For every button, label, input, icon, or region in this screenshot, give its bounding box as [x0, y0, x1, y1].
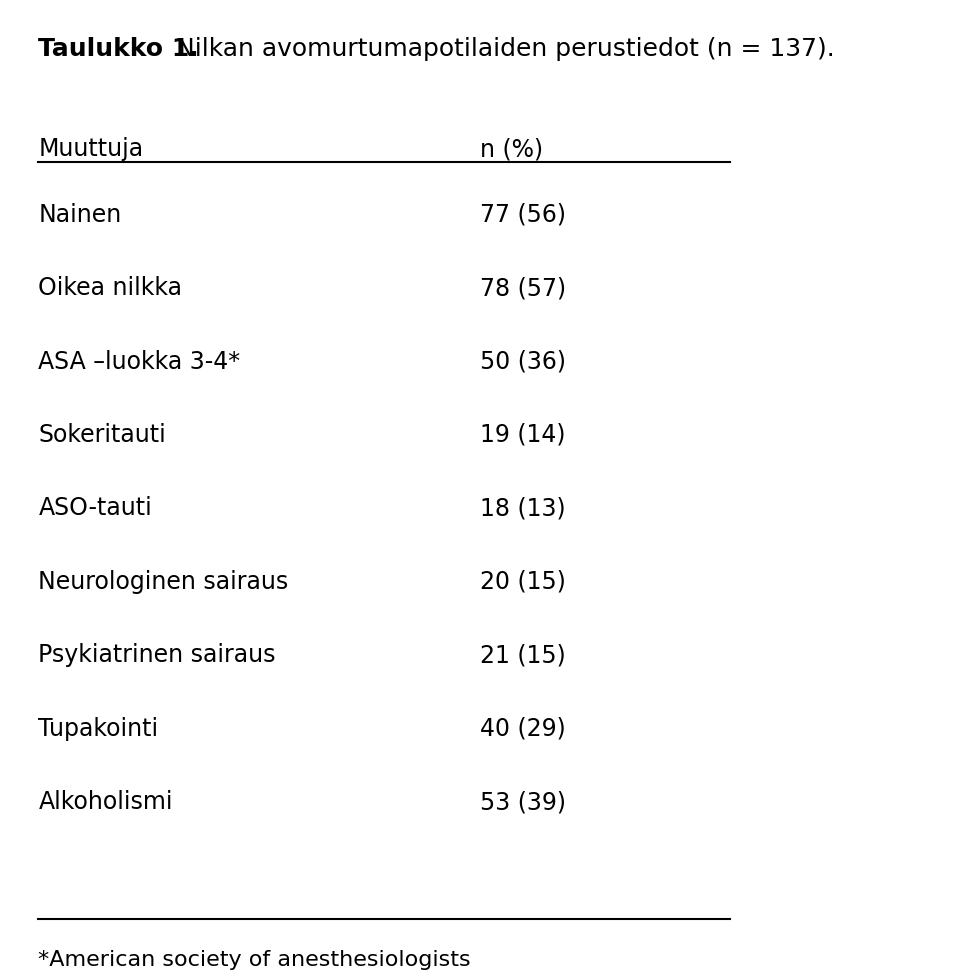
Text: 20 (15): 20 (15) [480, 569, 565, 594]
Text: n (%): n (%) [480, 137, 543, 161]
Text: 40 (29): 40 (29) [480, 716, 565, 740]
Text: ASA –luokka 3-4*: ASA –luokka 3-4* [38, 349, 241, 374]
Text: 77 (56): 77 (56) [480, 202, 566, 227]
Text: Alkoholismi: Alkoholismi [38, 789, 173, 814]
Text: Taulukko 1.: Taulukko 1. [38, 37, 199, 62]
Text: 18 (13): 18 (13) [480, 496, 565, 520]
Text: Psykiatrinen sairaus: Psykiatrinen sairaus [38, 643, 276, 667]
Text: Nainen: Nainen [38, 202, 122, 227]
Text: 19 (14): 19 (14) [480, 422, 565, 447]
Text: ASO-tauti: ASO-tauti [38, 496, 152, 520]
Text: Oikea nilkka: Oikea nilkka [38, 276, 182, 300]
Text: Sokeritauti: Sokeritauti [38, 422, 166, 447]
Text: 21 (15): 21 (15) [480, 643, 565, 667]
Text: 53 (39): 53 (39) [480, 789, 566, 814]
Text: *American society of anesthesiologists: *American society of anesthesiologists [38, 949, 471, 968]
Text: 50 (36): 50 (36) [480, 349, 566, 374]
Text: Muuttuja: Muuttuja [38, 137, 144, 161]
Text: Neurologinen sairaus: Neurologinen sairaus [38, 569, 289, 594]
Text: Nilkan avomurtumapotilaiden perustiedot (n = 137).: Nilkan avomurtumapotilaiden perustiedot … [168, 37, 835, 62]
Text: Tupakointi: Tupakointi [38, 716, 158, 740]
Text: 78 (57): 78 (57) [480, 276, 566, 300]
